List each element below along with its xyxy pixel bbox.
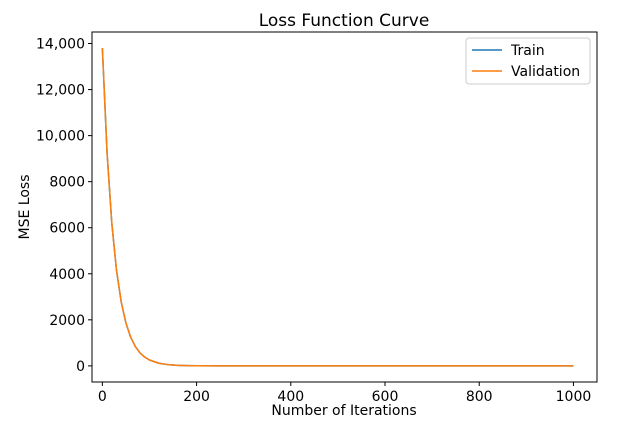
y-tick-label: 6000 — [49, 221, 85, 237]
x-tick-label: 600 — [372, 389, 399, 405]
x-axis-label: Number of Iterations — [271, 403, 416, 419]
x-tick-label: 200 — [183, 389, 210, 405]
plot-area — [91, 31, 598, 383]
series-layer — [101, 48, 574, 367]
x-axis-ticks: 0 200 400 600 800 1000 — [98, 382, 591, 405]
y-tick-label: 2000 — [49, 313, 85, 329]
y-tick-label: 8000 — [49, 175, 85, 191]
y-tick-label: 0 — [76, 359, 85, 375]
chart-title: Loss Function Curve — [259, 11, 430, 31]
y-tick-label: 10,000 — [36, 129, 85, 145]
y-axis-ticks: 0 2000 4000 6000 8000 10,000 12,000 14,000 — [36, 37, 92, 375]
y-tick-label: 12,000 — [36, 83, 85, 99]
x-tick-label: 1000 — [556, 389, 592, 405]
y-tick-label: 4000 — [49, 267, 85, 283]
legend-label-validation: Validation — [511, 64, 580, 80]
series-line-validation — [101, 48, 574, 367]
x-tick-label: 400 — [277, 389, 304, 405]
plot-frame — [91, 31, 598, 383]
legend: Train Validation — [465, 37, 591, 85]
y-axis-label: MSE Loss — [17, 175, 33, 240]
x-tick-label: 0 — [98, 389, 107, 405]
y-tick-label: 14,000 — [36, 37, 85, 53]
legend-label-train: Train — [510, 43, 545, 59]
series-line-train — [101, 48, 574, 367]
x-tick-label: 800 — [466, 389, 493, 405]
